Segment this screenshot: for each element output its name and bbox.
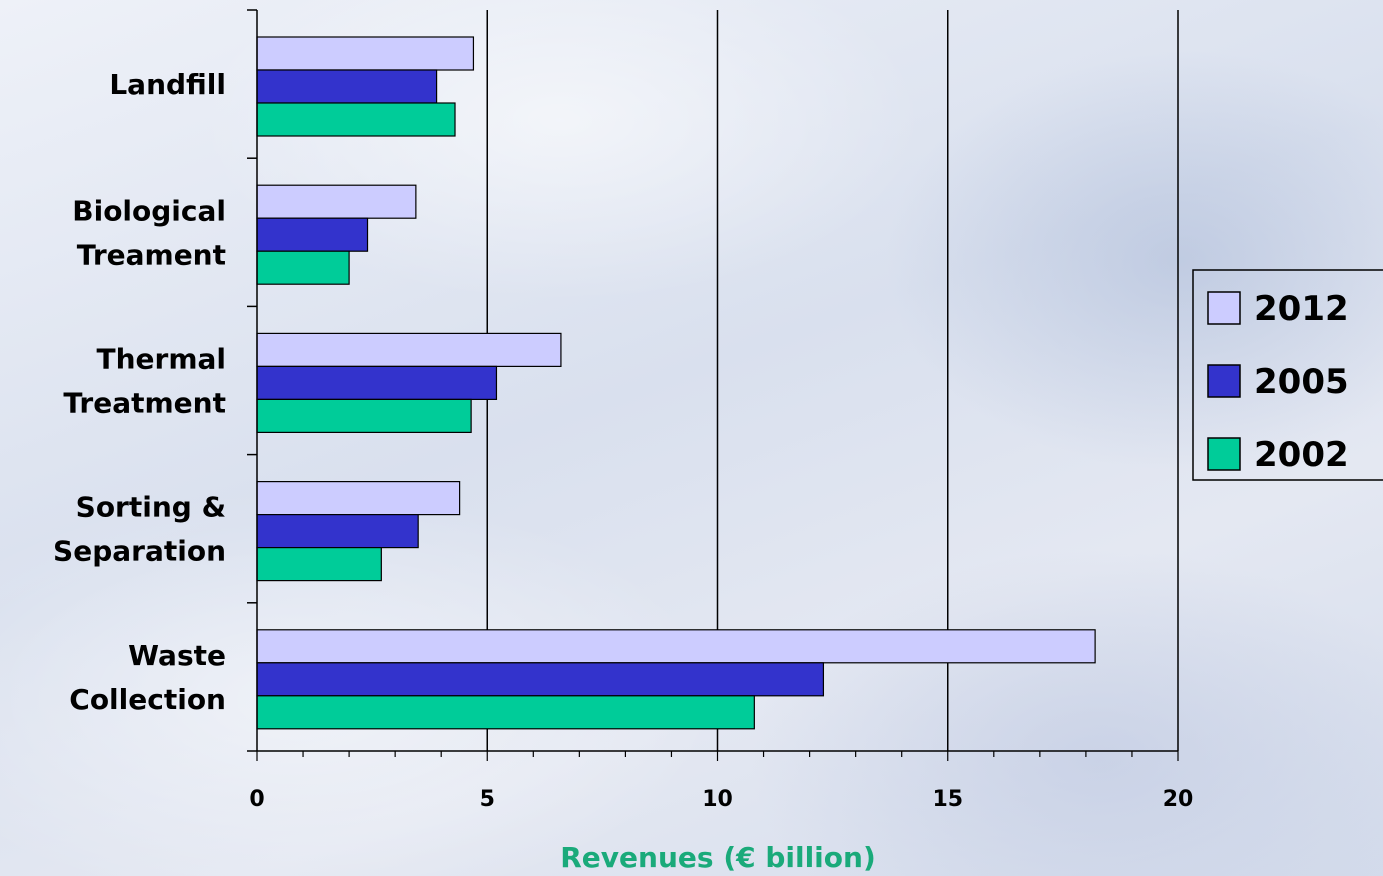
category-label: Thermal [97, 343, 227, 376]
x-tick-label: 0 [249, 787, 264, 812]
category-label: Waste [128, 639, 226, 672]
category-label: Separation [53, 535, 226, 568]
legend-swatch [1207, 364, 1241, 398]
bar [256, 695, 755, 730]
bar [256, 629, 1096, 664]
bar [256, 546, 382, 582]
x-tick-label: 20 [1163, 787, 1194, 812]
bar [256, 184, 417, 219]
bar [256, 69, 438, 104]
category-labels: Landfill Biological Treament Thermal Treatme… [53, 68, 226, 716]
x-tick-label: 10 [702, 787, 733, 812]
bar [256, 662, 825, 697]
legend-label: 2002 [1254, 435, 1349, 475]
legend: 2012 2005 2002 [1192, 269, 1383, 481]
x-tick-labels: 0 5 10 15 20 [249, 787, 1193, 812]
x-tick-label: 5 [480, 787, 495, 812]
legend-label: 2005 [1254, 362, 1349, 402]
bars [256, 36, 1096, 730]
legend-swatch [1207, 291, 1241, 325]
bar [256, 332, 562, 367]
bar [256, 365, 498, 400]
category-label: Landfill [109, 68, 226, 101]
category-label: Biological [72, 194, 226, 227]
bar [256, 36, 475, 71]
x-axis-title: Revenues (€ billion) [560, 841, 876, 874]
category-label: Treatment [63, 387, 226, 420]
category-label: Collection [69, 683, 226, 716]
bar [256, 217, 369, 252]
bar [256, 250, 350, 285]
legend-swatch [1207, 437, 1241, 471]
bar [256, 513, 419, 549]
bar [256, 398, 472, 433]
category-label: Sorting & [76, 491, 226, 524]
bar [256, 102, 456, 137]
legend-box [1192, 269, 1383, 481]
x-tick-label: 15 [932, 787, 963, 812]
legend-label: 2012 [1254, 289, 1349, 329]
axes [247, 9, 1179, 761]
category-label: Treament [77, 238, 226, 271]
bar [256, 481, 461, 516]
